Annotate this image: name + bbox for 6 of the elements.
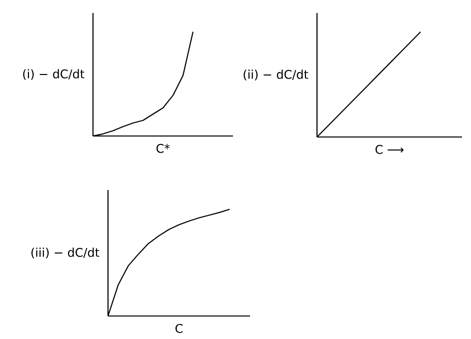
y-axis-title: (iii) − dC/dt — [31, 248, 100, 258]
y-axis-title: (i) − dC/dt — [23, 69, 84, 80]
x-axis-title: C* — [156, 144, 170, 153]
x-axis-title: C — [176, 324, 183, 334]
y-axis-title: (ii) − dC/dt — [244, 70, 308, 80]
x-axis-title: C ⟶ — [376, 144, 404, 154]
